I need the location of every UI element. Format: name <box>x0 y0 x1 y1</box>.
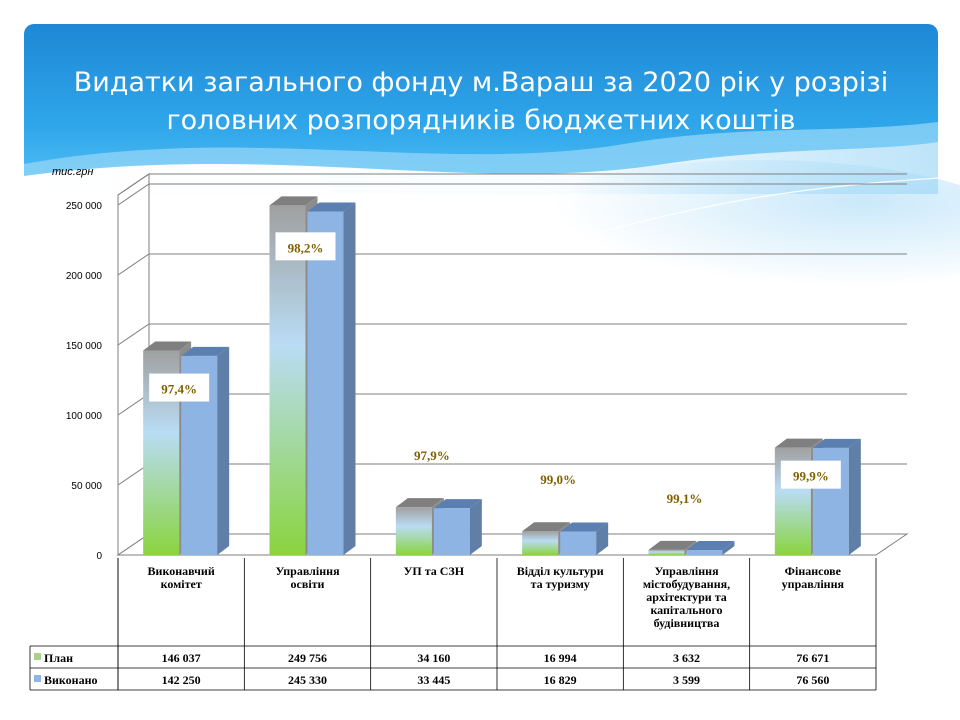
percent-label: 99,1% <box>667 491 703 506</box>
bar-plan-front <box>269 205 306 555</box>
bar-done-top <box>812 438 861 448</box>
gridline <box>117 253 907 276</box>
table-cell-value: 249 756 <box>288 651 327 665</box>
bar-done-front <box>307 211 344 555</box>
percent-label-box <box>780 460 841 489</box>
gridline <box>117 183 907 206</box>
table-cell-value: 3 599 <box>673 673 700 687</box>
table-cell-value: 33 445 <box>417 673 450 687</box>
percent-label: 97,9% <box>414 448 450 463</box>
y-tick-label: 100 000 <box>66 411 103 422</box>
category-label: управління <box>782 577 845 591</box>
category-label: Управління <box>275 564 340 578</box>
bar-done-front <box>686 549 723 555</box>
y-tick-label: 200 000 <box>66 271 103 282</box>
category-label: капітального <box>650 603 722 617</box>
table-cell-value: 76 671 <box>796 651 829 665</box>
table-cell-value: 76 560 <box>796 673 829 687</box>
percent-label: 98,2% <box>288 240 324 255</box>
table-cell-value: 34 160 <box>417 651 450 665</box>
percent-label: 97,4% <box>161 382 197 397</box>
y-tick-label: 0 <box>96 551 102 562</box>
slide-title-line2: головних розпорядників бюджетних коштів <box>166 105 796 136</box>
percent-labels: 97,4% 98,2% 97,9% 99,0% 99,1% 99,9% <box>149 232 841 506</box>
table-cell-value: 16 994 <box>544 651 577 665</box>
slide-title-line1: Видатки загального фонду м.Вараш за 2020… <box>73 67 889 98</box>
percent-label: 99,9% <box>793 469 829 484</box>
bar-plan-front <box>648 549 685 555</box>
category-label: Виконавчий <box>148 564 215 578</box>
bar-done <box>433 499 482 555</box>
legend-key <box>34 675 41 682</box>
swoosh-line <box>539 177 941 251</box>
bar-done-front <box>433 508 470 555</box>
bar-plan-top <box>269 196 318 206</box>
bar-plan-top <box>395 498 444 508</box>
bar-done <box>307 202 356 555</box>
percent-label-box <box>275 232 336 261</box>
unit-label: тис.грн <box>52 166 94 178</box>
bar-done-side <box>596 522 609 555</box>
legend-label: План <box>44 651 73 665</box>
table-cell-value: 3 632 <box>673 651 700 665</box>
y-tick-label: 50 000 <box>71 481 102 492</box>
category-label: та туризму <box>531 577 590 591</box>
category-label: будівництва <box>654 616 720 630</box>
bar-done-side <box>848 438 861 555</box>
bar-plan-front <box>522 531 559 555</box>
category-label: УП та СЗН <box>404 564 465 578</box>
y-tick-label: 250 000 <box>66 201 103 212</box>
bar-done-top <box>686 540 735 550</box>
percent-label: 99,0% <box>540 472 576 487</box>
legend-label: Виконано <box>44 673 98 687</box>
bar-done-side <box>722 540 735 555</box>
slide-title: Видатки загального фонду м.Вараш за 2020… <box>24 64 938 140</box>
table-cell-value: 16 829 <box>544 673 577 687</box>
bar-done-top <box>433 499 482 509</box>
bar-plan-top <box>774 438 823 448</box>
bar-plan-front <box>395 507 432 555</box>
table-cell-value: 146 037 <box>162 651 201 665</box>
percent-label-box <box>149 373 210 402</box>
bar-done-side <box>217 346 230 555</box>
gridline <box>117 393 907 416</box>
category-label: Фінансове <box>785 564 842 578</box>
bar-done-side <box>469 499 482 555</box>
bar-plan-top <box>522 522 571 532</box>
category-label: Відділ культури <box>517 564 604 578</box>
category-label: освіти <box>291 577 325 591</box>
legend-key <box>34 653 41 660</box>
bar-done-top <box>560 522 609 532</box>
y-tick-label: 150 000 <box>66 341 103 352</box>
bar-done-side <box>343 202 356 555</box>
category-label: містобудування, <box>643 577 730 591</box>
swoosh-shape <box>500 160 960 300</box>
category-label: комітет <box>161 577 202 591</box>
table-cell-value: 142 250 <box>162 673 201 687</box>
bar-done-front <box>560 531 597 555</box>
category-label: Управління <box>654 564 719 578</box>
bar-done-top <box>181 346 230 356</box>
category-label: архітектури та <box>646 590 727 604</box>
plot-top-edge <box>117 173 907 196</box>
table-cell-value: 245 330 <box>288 673 327 687</box>
bar-done <box>560 522 609 555</box>
gridline <box>117 323 907 346</box>
bar-done <box>686 540 735 555</box>
bar-plan-top <box>648 540 697 550</box>
background-swoosh <box>500 160 960 300</box>
bar-done-top <box>307 202 356 212</box>
bar-done <box>812 438 861 555</box>
bar-plan-top <box>143 341 192 351</box>
